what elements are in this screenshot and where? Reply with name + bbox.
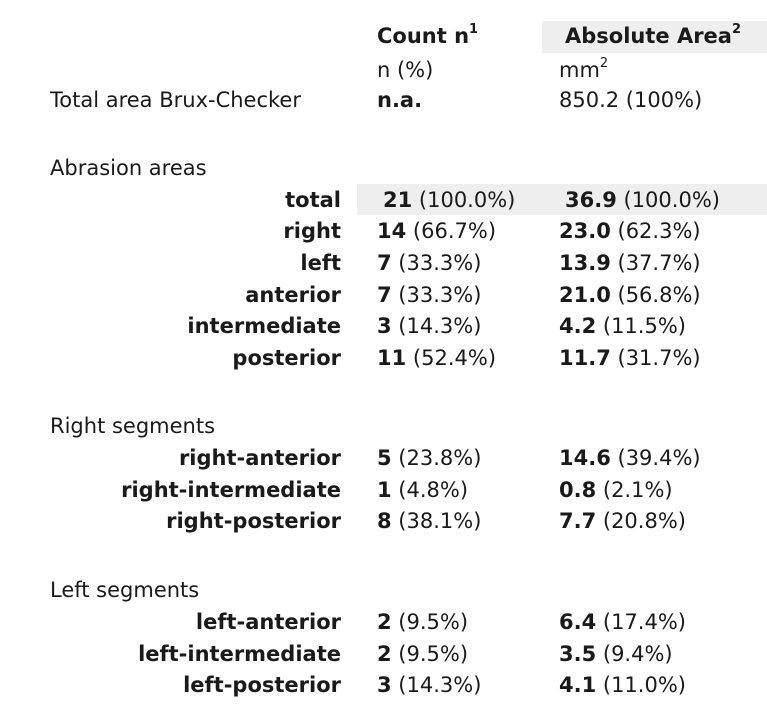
count-cell: 7 (33.3%) xyxy=(377,283,482,307)
area-cell: 4.1 (11.0%) xyxy=(559,673,686,697)
count-cell: 3 (14.3%) xyxy=(377,314,482,338)
count-cell: 3 (14.3%) xyxy=(377,673,482,697)
area-cell: 21.0 (56.8%) xyxy=(559,283,701,307)
row-label: intermediate xyxy=(187,314,341,338)
count-cell: 8 (38.1%) xyxy=(377,509,482,533)
area-cell: 4.2 (11.5%) xyxy=(559,314,686,338)
count-cell: 5 (23.8%) xyxy=(377,446,482,470)
count-cell: 2 (9.5%) xyxy=(377,610,469,634)
area-cell: 0.8 (2.1%) xyxy=(559,478,673,502)
count-cell: 1 (4.8%) xyxy=(377,478,469,502)
area-cell: 11.7 (31.7%) xyxy=(559,346,701,370)
area-cell: 14.6 (39.4%) xyxy=(559,446,701,470)
total-area-count: n.a. xyxy=(377,88,423,112)
area-cell: 36.9 (100.0%) xyxy=(565,188,720,212)
area-unit: mm2 xyxy=(559,56,609,82)
total-row-shade xyxy=(357,184,767,215)
area-cell: 7.7 (20.8%) xyxy=(559,509,686,533)
row-label: left-anterior xyxy=(195,610,341,634)
row-label: total xyxy=(285,188,341,212)
count-cell: 11 (52.4%) xyxy=(377,346,497,370)
row-label: right-posterior xyxy=(166,509,341,533)
section-abrasion-areas: Abrasion areas xyxy=(50,156,207,180)
area-cell: 3.5 (9.4%) xyxy=(559,642,673,666)
count-cell: 14 (66.7%) xyxy=(377,219,497,243)
area-cell: 23.0 (62.3%) xyxy=(559,219,701,243)
count-cell: 21 (100.0%) xyxy=(383,188,516,212)
row-label: posterior xyxy=(232,346,341,370)
row-label: left-posterior xyxy=(183,673,341,697)
row-label: right xyxy=(283,219,341,243)
count-unit: n (%) xyxy=(377,58,434,82)
area-header: Absolute Area2 xyxy=(565,22,742,48)
area-cell: 13.9 (37.7%) xyxy=(559,251,701,275)
section-left-segments: Left segments xyxy=(50,578,200,602)
count-cell: 7 (33.3%) xyxy=(377,251,482,275)
count-cell: 2 (9.5%) xyxy=(377,642,469,666)
count-header: Count n1 xyxy=(377,22,479,48)
area-header-shade xyxy=(542,21,767,53)
total-area-value: 850.2 (100%) xyxy=(559,88,703,112)
row-label: anterior xyxy=(245,283,341,307)
row-label: left-intermediate xyxy=(138,642,341,666)
row-label: right-anterior xyxy=(178,446,341,470)
row-label: left xyxy=(300,251,341,275)
row-label: right-intermediate xyxy=(121,478,341,502)
section-right-segments: Right segments xyxy=(50,414,216,438)
total-area-label: Total area Brux-Checker xyxy=(50,88,301,112)
area-cell: 6.4 (17.4%) xyxy=(559,610,686,634)
